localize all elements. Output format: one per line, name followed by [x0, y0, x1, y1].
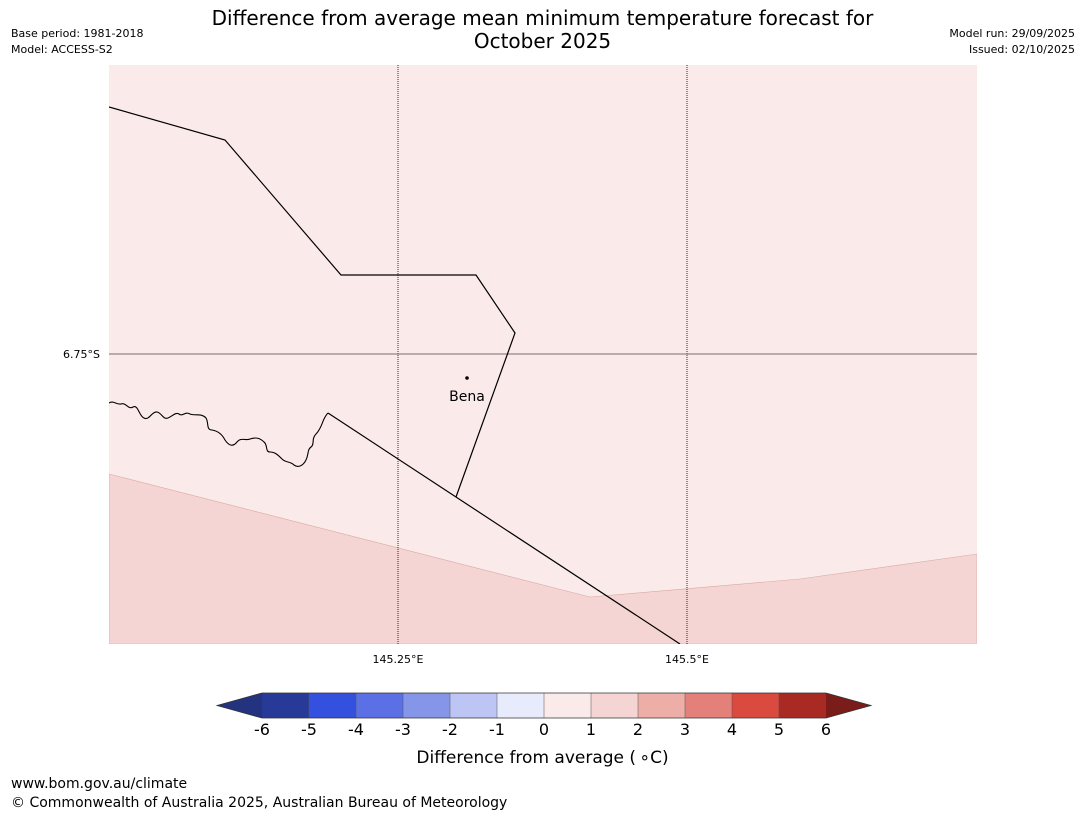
meta-right: Model run: 29/09/2025 Issued: 02/10/2025 — [949, 26, 1075, 58]
colorbar-swatch — [732, 693, 779, 718]
colorbar-swatch — [497, 693, 544, 718]
colorbar-outline — [215, 692, 873, 719]
colorbar-swatch — [779, 693, 826, 718]
model-name: Model: ACCESS-S2 — [11, 43, 113, 56]
province-border-south — [327, 412, 681, 644]
colorbar-swatch — [685, 693, 732, 718]
map-area: Bena — [109, 65, 977, 644]
footer-copyright: © Commonwealth of Australia 2025, Austra… — [11, 795, 508, 811]
colorbar-tick-label: 4 — [727, 720, 737, 739]
town-dot-icon — [465, 376, 469, 380]
footer-url: www.bom.gov.au/climate — [11, 776, 188, 792]
colorbar: -6 -5 -4 -3 -2 -1 0 1 2 3 4 5 6 — [215, 692, 873, 739]
province-border-north — [109, 106, 516, 498]
lon-label-145-5e: 145.5°E — [665, 653, 709, 666]
colorbar-tick-label: 0 — [539, 720, 549, 739]
issued-date: Issued: 02/10/2025 — [968, 43, 1075, 56]
colorbar-tick-label: -2 — [442, 720, 458, 739]
colorbar-tick-label: -3 — [395, 720, 411, 739]
colorbar-swatch — [544, 693, 591, 718]
colorbar-swatch — [309, 693, 356, 718]
base-period: Base period: 1981-2018 — [11, 27, 144, 40]
colorbar-tick-label: 1 — [586, 720, 596, 739]
colorbar-label: Difference from average ( ∘C) — [416, 748, 669, 768]
meta-left: Base period: 1981-2018 Model: ACCESS-S2 — [11, 26, 143, 58]
title-line-1: Difference from average mean minimum tem… — [211, 6, 874, 30]
lon-label-145-25e: 145.25°E — [373, 653, 424, 666]
colorbar-swatch — [591, 693, 638, 718]
place-label-bena: Bena — [449, 389, 485, 405]
colorbar-swatch — [356, 693, 403, 718]
colorbar-tick-label: -1 — [489, 720, 505, 739]
colorbar-tick-label: -6 — [254, 720, 270, 739]
colorbar-swatch — [638, 693, 685, 718]
coastline-lake — [109, 401, 329, 467]
model-run: Model run: 29/09/2025 — [949, 27, 1075, 40]
colorbar-swatch — [450, 693, 497, 718]
anomaly-band-1-2 — [109, 473, 977, 644]
colorbar-tick-label: 3 — [680, 720, 690, 739]
title-line-2: October 2025 — [473, 29, 612, 53]
colorbar-tick-label: -5 — [301, 720, 317, 739]
map-title: Difference from average mean minimum tem… — [0, 7, 1085, 53]
colorbar-under-arrow — [217, 693, 262, 718]
colorbar-tick-label: -4 — [348, 720, 364, 739]
lat-label-6-75s: 6.75°S — [63, 348, 100, 361]
colorbar-tick-label: 2 — [633, 720, 643, 739]
colorbar-swatch — [262, 693, 309, 718]
colorbar-tick-label: 5 — [774, 720, 784, 739]
colorbar-over-arrow — [826, 693, 871, 718]
colorbar-swatch — [403, 693, 450, 718]
colorbar-tick-label: 6 — [821, 720, 831, 739]
